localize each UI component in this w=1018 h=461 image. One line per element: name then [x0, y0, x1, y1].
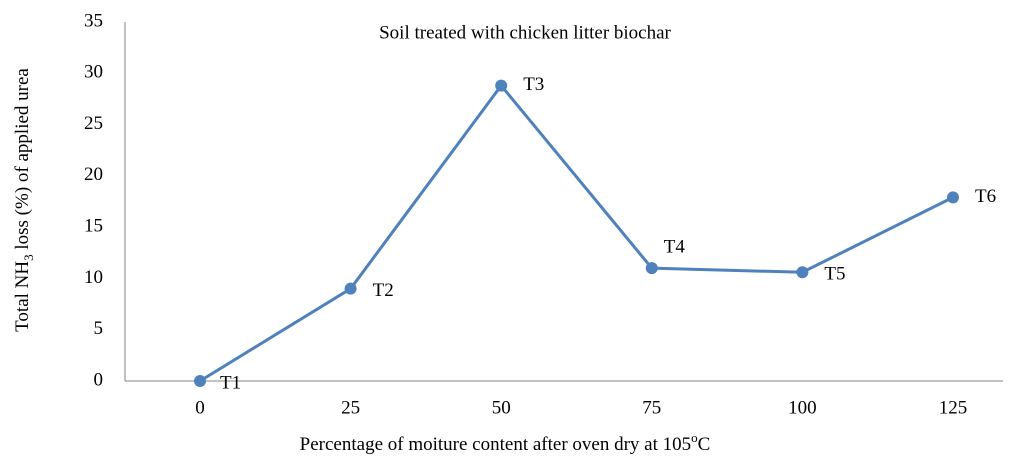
y-tick-label: 25 — [84, 113, 103, 134]
point — [645, 262, 658, 275]
point — [194, 375, 206, 387]
y-label-part: loss (%) of applied urea — [12, 68, 33, 255]
point-label: T3 — [523, 74, 544, 95]
x-label-part: Percentage of moiture content after oven… — [300, 434, 691, 455]
point — [796, 266, 809, 279]
chart-title: Soil treated with chicken litter biochar — [379, 22, 671, 43]
x-tick-label: 25 — [341, 397, 360, 418]
y-axis-label: Total NH3 loss (%) of applied urea — [12, 68, 36, 332]
point — [495, 79, 508, 92]
y-tick-label: 30 — [84, 62, 103, 83]
x-label-sup: o — [691, 430, 698, 445]
x-tick-label: 100 — [788, 397, 817, 418]
point-label: T5 — [824, 264, 845, 285]
x-label-part: C — [698, 434, 711, 455]
y-label-part: Total NH — [12, 261, 33, 332]
y-tick-label: 20 — [84, 164, 103, 185]
x-axis-label: Percentage of moiture content after oven… — [300, 430, 711, 455]
y-tick-label: 15 — [84, 216, 103, 237]
point-label: T2 — [373, 280, 394, 301]
point-label: T6 — [975, 186, 996, 207]
x-tick-label: 0 — [195, 397, 205, 418]
x-tick-label: 125 — [939, 397, 968, 418]
y-label-sub: 3 — [21, 254, 36, 261]
point — [947, 191, 959, 204]
y-tick-label: 10 — [84, 267, 103, 288]
y-tick-label: 0 — [94, 369, 104, 390]
y-tick-label: 5 — [94, 318, 104, 339]
x-tick-label: 75 — [642, 397, 661, 418]
line — [199, 83, 954, 383]
x-tick-label: 50 — [492, 397, 511, 418]
point — [344, 282, 357, 295]
point-label: T1 — [220, 372, 241, 393]
y-tick-label: 35 — [84, 10, 103, 31]
point-label: T4 — [664, 237, 686, 258]
